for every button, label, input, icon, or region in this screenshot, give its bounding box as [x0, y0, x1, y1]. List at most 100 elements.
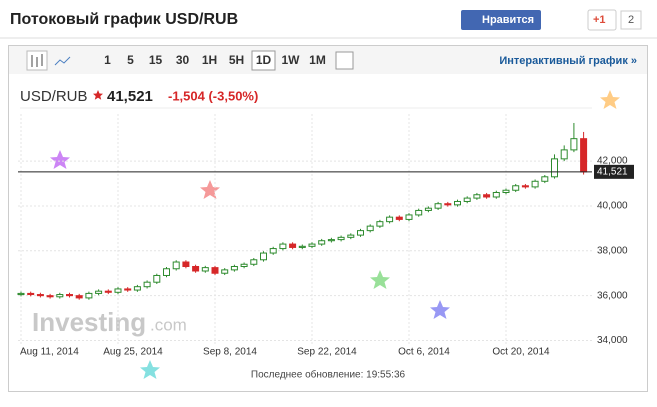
candle-body — [17, 292, 25, 296]
candle-body — [551, 158, 558, 178]
timeframe-button[interactable]: 1W — [282, 53, 301, 67]
candle-body — [75, 295, 83, 299]
timeframe-button[interactable]: 15 — [149, 53, 163, 67]
candle-body — [463, 197, 471, 202]
candle-body — [163, 268, 170, 276]
candle-body — [376, 221, 384, 227]
y-tick-label: 34,000 — [597, 335, 628, 346]
candle-body — [221, 269, 229, 274]
candle-body — [240, 263, 248, 268]
candle-body — [250, 259, 258, 265]
candle-body — [308, 243, 316, 247]
candle-body — [366, 225, 374, 232]
candle-body — [492, 191, 500, 198]
y-tick-label: 38,000 — [597, 245, 628, 256]
like-button[interactable] — [461, 10, 541, 30]
candle-body — [560, 149, 568, 160]
candle-body — [444, 203, 452, 206]
timeframe-button[interactable]: 5H — [229, 53, 244, 67]
candle-body — [512, 185, 520, 191]
timeframe-button[interactable]: 30 — [176, 53, 190, 67]
gplus-count: 2 — [628, 14, 634, 26]
candle-body — [386, 216, 394, 223]
x-tick-label: Aug 25, 2014 — [103, 347, 163, 358]
interactive-link[interactable]: Интерактивный график » — [499, 55, 637, 67]
y-tick-label: 40,000 — [597, 201, 628, 212]
x-tick-label: Oct 6, 2014 — [398, 347, 450, 358]
price-change: -1,504 (-3,50%) — [168, 88, 258, 103]
timeframe-active — [251, 50, 276, 71]
like-label[interactable]: Нравится — [482, 14, 534, 26]
candle-body — [357, 230, 364, 236]
candle-body — [192, 266, 200, 272]
gplus-button[interactable] — [587, 9, 617, 31]
candle-body — [580, 138, 588, 173]
timeframe-button[interactable]: 1 — [104, 53, 111, 67]
x-tick-label: Oct 20, 2014 — [492, 347, 550, 358]
candle-body — [327, 239, 335, 242]
candle-body — [46, 295, 54, 298]
watermark-suffix: .com — [150, 315, 187, 334]
candle-body — [36, 294, 44, 297]
plot: 34,000 36,000 38,000 40,000 42,000 Aug 11, 20… — [17, 114, 634, 358]
candle-body — [66, 294, 73, 297]
decor-stars — [50, 90, 620, 379]
timeframe-button[interactable]: 1D — [256, 53, 272, 67]
candle-body — [104, 290, 112, 293]
y-tick-label: 36,000 — [597, 290, 628, 301]
candle-body — [483, 194, 491, 198]
candle-body — [56, 294, 64, 298]
candle-body — [405, 214, 413, 220]
candle-body — [318, 240, 326, 245]
timeframe-button[interactable]: 5 — [127, 53, 134, 67]
watermark-brand: Investing — [32, 307, 146, 337]
last-update: Последнее обновление: 19:55:36 — [251, 369, 406, 381]
x-tick-label: Aug 11, 2014 — [20, 347, 79, 358]
settings-icon[interactable] — [335, 51, 354, 70]
line-mode-icon[interactable] — [54, 56, 71, 66]
star — [50, 150, 70, 169]
y-tick-label: 42,000 — [597, 156, 628, 167]
candle-body — [541, 176, 549, 182]
candle-body — [27, 292, 35, 296]
candle-icon — [31, 54, 43, 67]
candle-body — [230, 266, 238, 271]
candle-body — [133, 286, 141, 291]
gplus-count-box — [620, 10, 642, 30]
alert-icon — [93, 90, 103, 100]
candle-body — [395, 216, 403, 220]
chart-frame — [8, 45, 648, 392]
toolbar — [9, 46, 647, 74]
last-price-label: 41,521 — [597, 166, 628, 177]
candle-body — [124, 288, 132, 291]
star — [370, 270, 390, 289]
candle-body — [114, 288, 122, 293]
symbol: USD/RUB — [20, 88, 88, 105]
candle-body — [521, 185, 529, 188]
candle-body — [269, 248, 277, 254]
timeframe-button[interactable]: 1M — [309, 53, 326, 67]
candle-body — [473, 194, 481, 199]
candle-body — [85, 292, 93, 299]
candle-body — [424, 207, 432, 211]
widget-title: Потоковый график USD/RUB — [10, 11, 238, 28]
candle-body — [337, 236, 345, 241]
candle-body — [95, 290, 103, 294]
candle-body — [415, 209, 423, 216]
x-tick-label: Sep 8, 2014 — [203, 347, 257, 358]
candle-body — [211, 267, 219, 274]
candle-body — [143, 281, 151, 288]
candle-body — [260, 252, 267, 261]
candle-body — [289, 243, 297, 248]
candle-body — [454, 200, 461, 206]
candle-body — [172, 261, 180, 270]
candle-body — [434, 203, 442, 209]
candle-body — [153, 274, 161, 283]
gplus-label[interactable]: +1 — [593, 14, 606, 26]
candle-body — [570, 138, 578, 151]
candle-body — [298, 245, 306, 248]
candle-body — [531, 180, 539, 188]
timeframe-button[interactable]: 1H — [202, 53, 217, 67]
price: 41,521 — [107, 88, 153, 105]
